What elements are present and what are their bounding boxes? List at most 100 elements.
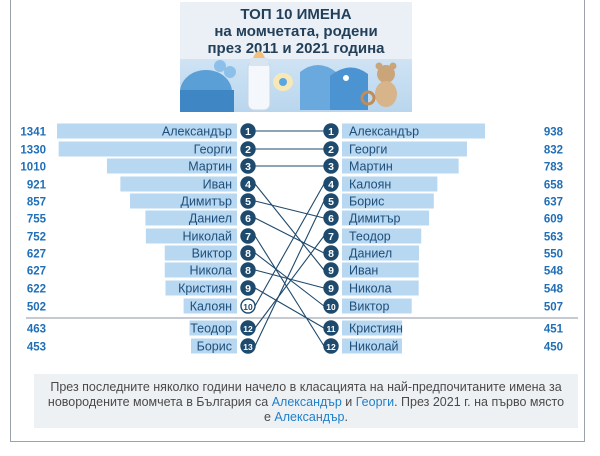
left-name-label-0: Александър (162, 125, 232, 139)
left-name-label-4: Димитър (180, 195, 232, 209)
right-rank-number-1: 2 (328, 144, 334, 156)
right-bar-12 (342, 338, 402, 354)
title-line-1: ТОП 10 ИМЕНА (240, 6, 352, 23)
left-value-label-11: 463 (27, 324, 46, 336)
right-name-label-6: Теодор (349, 230, 391, 244)
left-rank-number-12: 13 (243, 342, 253, 352)
left-value-label-9: 622 (27, 284, 46, 296)
frame-left-border (10, 0, 11, 442)
right-name-label-3: Калоян (349, 178, 391, 192)
left-rank-number-11: 12 (243, 324, 253, 334)
left-name-label-11: Теодор (190, 322, 232, 336)
right-bar-1 (342, 141, 467, 157)
right-name-label-0: Александър (349, 125, 419, 139)
rank-link-line-11 (254, 235, 325, 329)
right-rank-badge-10 (323, 298, 339, 314)
left-bar-10 (183, 298, 237, 314)
rank-link-line-9 (254, 287, 325, 329)
pacifier-icon (273, 73, 293, 91)
left-bar-3 (120, 176, 237, 192)
left-rank-badge-0 (240, 123, 256, 139)
chart-title: ТОП 10 ИМЕНА на момчетата, родени през 2… (180, 6, 412, 57)
left-rank-badge-5 (240, 210, 256, 226)
left-rank-badge-4 (240, 193, 256, 209)
right-bar-10 (342, 298, 412, 314)
teddy-toy-icon (360, 62, 397, 107)
right-name-label-10: Виктор (349, 300, 389, 314)
left-name-label-3: Иван (203, 178, 232, 192)
booties-icon (300, 65, 368, 110)
right-name-label-11: Кристиян (349, 322, 403, 336)
caption-box: През последните няколко години начело в … (34, 374, 578, 428)
left-name-label-10: Калоян (190, 300, 232, 314)
left-rank-badge-9 (240, 280, 256, 296)
frame-right-border (584, 0, 585, 442)
caption-part-1: През последните няколко години начело в … (47, 380, 562, 409)
left-rank-badge-10 (240, 298, 256, 314)
right-bar-0 (342, 123, 485, 139)
right-value-label-8: 548 (544, 266, 564, 278)
left-rank-badge-8 (240, 262, 256, 278)
left-rank-number-9: 9 (245, 283, 251, 295)
right-value-label-0: 938 (544, 127, 564, 139)
right-rank-badge-2 (323, 158, 339, 174)
right-bar-2 (342, 158, 459, 174)
right-bar-4 (342, 193, 434, 209)
rank-link-line-8 (254, 269, 325, 289)
left-rank-badge-11 (240, 320, 256, 336)
right-name-label-2: Мартин (349, 160, 393, 174)
right-rank-number-6: 7 (328, 231, 334, 243)
left-rank-number-10: 10 (243, 302, 253, 312)
right-rank-badge-5 (323, 210, 339, 226)
baby-items-illustration (180, 51, 397, 112)
left-rank-number-1: 2 (245, 144, 251, 156)
left-name-label-2: Мартин (188, 160, 232, 174)
rank-link-line-12 (254, 200, 325, 347)
right-value-label-2: 783 (544, 162, 563, 174)
right-rank-number-8: 9 (328, 265, 334, 277)
title-line-3: през 2011 и 2021 година (207, 40, 385, 57)
right-rank-badge-9 (323, 280, 339, 296)
right-rank-number-5: 6 (328, 213, 334, 225)
right-bar-6 (342, 228, 422, 244)
caption-text: През последните няколко години начело в … (34, 374, 578, 425)
caption-name-3: Александър (274, 410, 345, 424)
right-bar-9 (342, 280, 419, 296)
left-value-label-3: 921 (27, 180, 47, 192)
right-rank-number-12: 12 (326, 342, 336, 352)
right-rank-badge-7 (323, 245, 339, 261)
right-value-label-12: 450 (544, 342, 563, 354)
right-name-label-5: Димитър (349, 212, 401, 226)
left-value-label-1: 1330 (20, 145, 46, 157)
title-line-2: на момчетата, родени (214, 23, 378, 40)
left-rank-number-8: 8 (245, 265, 251, 277)
left-bar-12 (191, 338, 237, 354)
left-rank-number-6: 7 (245, 231, 251, 243)
left-name-label-12: Борис (197, 340, 232, 354)
left-bar-2 (106, 158, 237, 174)
right-value-label-3: 658 (544, 180, 564, 192)
right-rank-badge-12 (323, 338, 339, 354)
right-name-label-1: Георги (349, 143, 387, 157)
right-rank-badge-1 (323, 141, 339, 157)
left-value-label-12: 453 (27, 342, 46, 354)
left-name-label-6: Николай (182, 230, 232, 244)
caption-and: и (341, 395, 356, 409)
left-rank-badge-7 (240, 245, 256, 261)
left-name-label-1: Георги (194, 143, 232, 157)
left-name-label-8: Никола (189, 264, 232, 278)
right-rank-number-9: 9 (328, 283, 334, 295)
right-bar-7 (342, 245, 420, 261)
left-rank-number-0: 1 (245, 126, 251, 138)
right-rank-number-2: 3 (328, 161, 334, 173)
rank-link-line-10 (254, 183, 325, 307)
right-name-label-8: Иван (349, 264, 378, 278)
right-rank-number-10: 10 (326, 302, 336, 312)
right-value-label-11: 451 (544, 324, 564, 336)
right-rank-badge-0 (323, 123, 339, 139)
left-value-label-7: 627 (27, 249, 46, 261)
right-rank-badge-3 (323, 176, 339, 192)
right-name-label-9: Никола (349, 282, 392, 296)
left-bar-4 (130, 193, 237, 209)
